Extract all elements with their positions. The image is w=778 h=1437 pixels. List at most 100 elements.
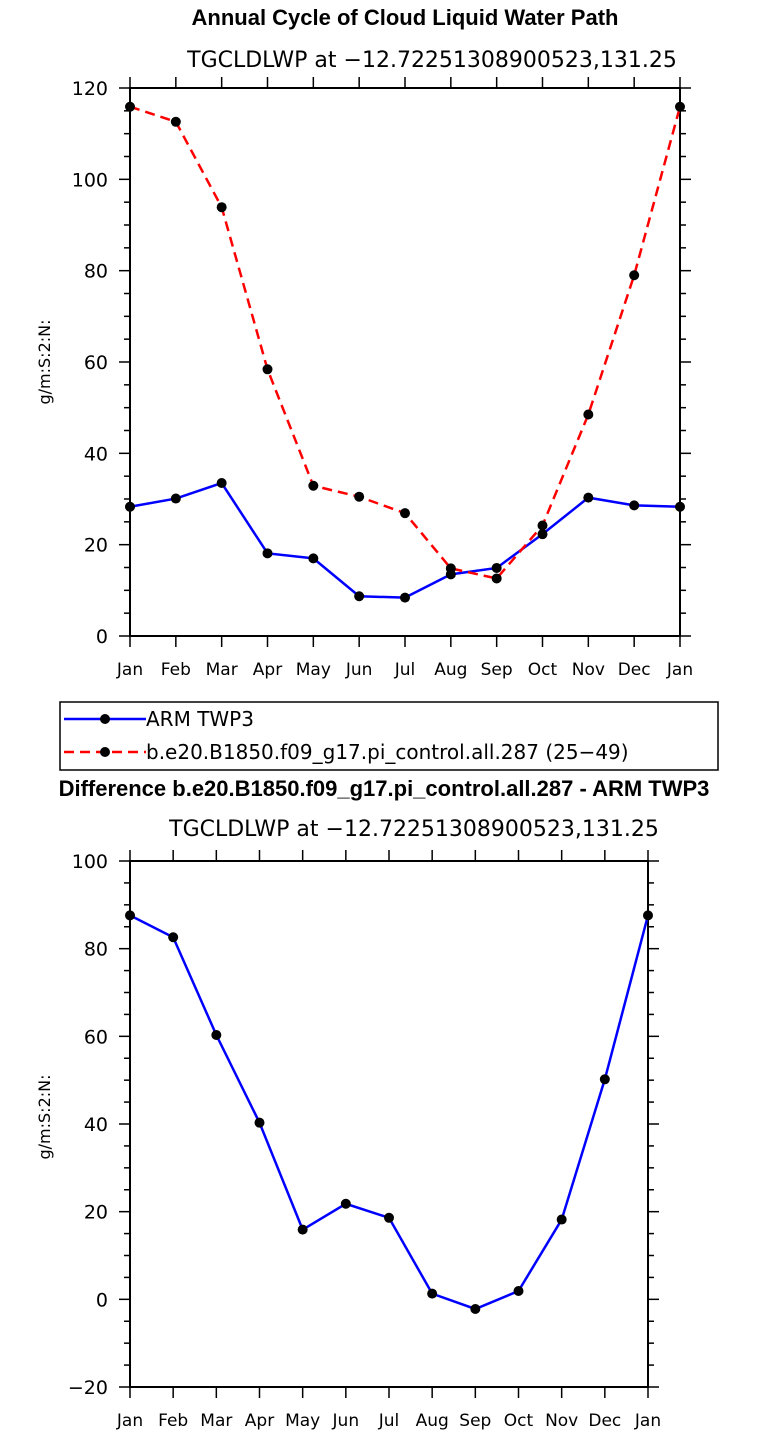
legend-marker [100,747,110,757]
data-point [537,520,548,531]
annual-cycle-chart: Annual Cycle of Cloud Liquid Water Path … [35,5,693,680]
legend: ARM TWP3 b.e20.B1850.f09_g17.pi_control.… [59,701,719,771]
x-tick-label: May [296,660,331,680]
data-point [491,562,502,573]
chart-title: Annual Cycle of Cloud Liquid Water Path [192,5,619,30]
y-tick-label: 80 [84,261,108,283]
y-axis-title: g/m:S:2:N: [35,1075,54,1160]
y-tick-label: 120 [72,78,108,100]
legend-box [59,701,719,771]
chart-subtitle: TGCLDLWP at −12.72251308900523,131.25 [168,817,659,842]
x-tick-label: Apr [253,660,282,680]
legend-item-arm: ARM TWP3 [64,707,254,731]
x-tick-label: Feb [161,660,191,680]
x-tick-label: Jan [116,660,143,680]
data-point [400,508,410,519]
chart-subtitle: TGCLDLWP at −12.72251308900523,131.25 [186,48,677,73]
data-point [168,932,179,943]
data-point [125,101,135,112]
data-point [211,1030,222,1041]
y-tick-label: 20 [84,1202,108,1224]
y-tick-label: 60 [84,352,108,374]
y-tick-label: 100 [72,851,108,873]
x-tick-label: Jun [332,1411,360,1431]
x-tick-label: Jan [634,1411,661,1431]
data-point [262,364,273,375]
data-point [599,1074,610,1085]
data-point [384,1212,394,1223]
x-tick-label: Jan [666,660,693,680]
x-tick-label: Sep [481,660,513,680]
data-point [491,573,502,584]
data-point [537,529,548,540]
x-tick-label: Jul [378,1411,400,1431]
y-tick-label: 40 [84,1114,108,1136]
data-point [216,202,227,213]
x-tick-label: Mar [200,1411,232,1431]
x-tick-label: Jan [116,1411,143,1431]
data-point [675,501,685,512]
difference-chart: Difference b.e20.B1850.f09_g17.pi_contro… [35,776,709,1431]
data-point [400,592,410,603]
data-point [354,491,365,502]
data-point [262,548,273,559]
x-tick-label: Jun [345,660,373,680]
series-line [129,914,650,1311]
x-tick-label: Dec [618,660,651,680]
data-point [125,501,135,512]
x-tick-label: Sep [459,1411,491,1431]
x-tick-label: Aug [416,1411,449,1431]
data-point [583,492,594,503]
data-point [629,270,640,281]
data-point [297,1224,308,1235]
y-tick-label: −20 [68,1377,108,1399]
series-line [129,105,682,580]
x-tick-label: Oct [528,660,558,680]
y-tick-label: 60 [84,1026,108,1048]
y-tick-label: 0 [96,626,108,648]
data-point [216,478,227,489]
y-tick-label: 80 [84,939,108,961]
x-tick-label: Dec [588,1411,621,1431]
legend-item-model: b.e20.B1850.f09_g17.pi_control.all.287 (… [64,740,629,764]
x-tick-label: Nov [572,660,605,680]
legend-marker [100,714,110,724]
series-line [129,481,681,599]
data-point [470,1303,481,1314]
y-tick-label: 100 [72,169,108,191]
data-point [643,910,653,921]
data-point [513,1286,524,1297]
data-point [308,480,319,491]
x-tick-label: Mar [206,660,238,680]
y-tick-label: 40 [84,443,108,465]
x-tick-label: Jul [394,660,416,680]
data-point [125,910,135,921]
data-point [308,553,319,564]
x-tick-label: May [285,1411,320,1431]
legend-label: b.e20.B1850.f09_g17.pi_control.all.287 (… [146,740,629,764]
data-point [170,116,181,127]
chart-title: Difference b.e20.B1850.f09_g17.pi_contro… [59,776,710,801]
x-tick-label: Feb [158,1411,188,1431]
data-point [354,591,365,602]
data-point [254,1117,265,1128]
data-point [170,493,181,504]
data-point [583,409,594,420]
y-tick-label: 0 [96,1289,108,1311]
data-point [629,500,640,511]
x-tick-label: Apr [245,1411,274,1431]
legend-label: ARM TWP3 [146,707,254,731]
x-tick-label: Aug [434,660,467,680]
data-point [427,1288,438,1299]
x-tick-label: Oct [504,1411,534,1431]
data-point [445,563,456,574]
data-point [340,1198,351,1209]
plot-frame [129,87,681,637]
plot-frame [129,860,649,1388]
data-point [675,101,685,112]
x-tick-label: Nov [545,1411,578,1431]
y-tick-label: 20 [84,535,108,557]
data-point [556,1214,567,1225]
y-axis-title: g/m:S:2:N: [35,320,54,405]
